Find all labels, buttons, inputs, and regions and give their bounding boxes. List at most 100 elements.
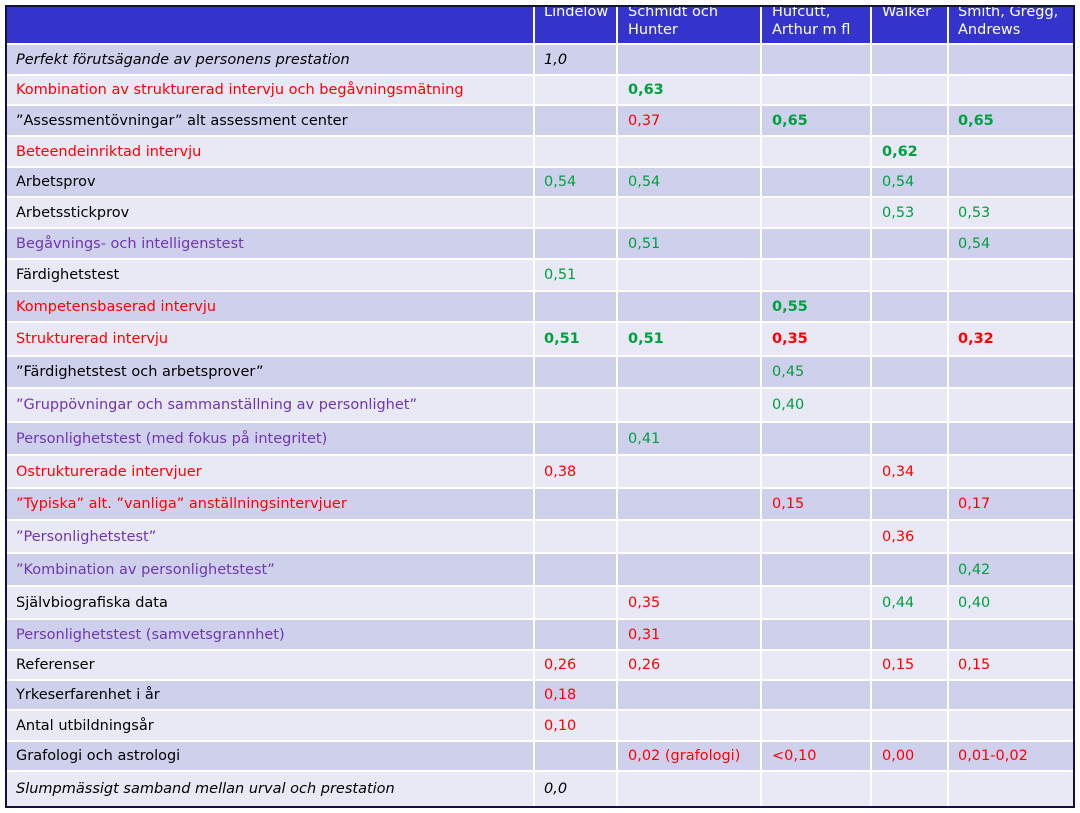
value-cell-walker bbox=[872, 76, 947, 104]
value-cell-lindelow bbox=[535, 554, 616, 585]
value-cell-walker: 0,44 bbox=[872, 587, 947, 618]
value-cell-walker bbox=[872, 489, 947, 519]
value-cell-schmidt-hunter: 0,54 bbox=[618, 168, 760, 196]
value-cell-walker bbox=[872, 229, 947, 258]
value-cell-smith-gregg-andrews: 0,40 bbox=[949, 587, 1073, 618]
value-cell-smith-gregg-andrews bbox=[949, 260, 1073, 290]
value-cell-hufcutt-arthur: 0,55 bbox=[762, 292, 870, 321]
value-cell-walker bbox=[872, 681, 947, 709]
table-row: Färdighetstest 0,51 bbox=[7, 260, 1073, 290]
value-cell-walker bbox=[872, 323, 947, 355]
value-cell-hufcutt-arthur bbox=[762, 554, 870, 585]
value-cell-schmidt-hunter: 0,02 (grafologi) bbox=[618, 742, 760, 770]
value-cell-schmidt-hunter bbox=[618, 292, 760, 321]
value-cell-smith-gregg-andrews bbox=[949, 620, 1073, 649]
value-cell-hufcutt-arthur bbox=[762, 423, 870, 454]
value-cell-hufcutt-arthur bbox=[762, 198, 870, 227]
value-cell-walker bbox=[872, 554, 947, 585]
value-cell-schmidt-hunter bbox=[618, 389, 760, 421]
value-cell-hufcutt-arthur bbox=[762, 45, 870, 74]
value-cell-lindelow bbox=[535, 489, 616, 519]
value-cell-schmidt-hunter: 0,37 bbox=[618, 106, 760, 135]
value-cell-lindelow bbox=[535, 357, 616, 387]
value-cell-schmidt-hunter bbox=[618, 45, 760, 74]
method-label: Yrkeserfarenhet i år bbox=[7, 681, 533, 709]
value-cell-walker bbox=[872, 423, 947, 454]
value-cell-lindelow: 0,54 bbox=[535, 168, 616, 196]
value-cell-schmidt-hunter bbox=[618, 772, 760, 806]
value-cell-walker bbox=[872, 389, 947, 421]
table-row: ”Kombination av personlighetstest” 0,42 bbox=[7, 554, 1073, 585]
value-cell-smith-gregg-andrews bbox=[949, 168, 1073, 196]
method-label: Referenser bbox=[7, 651, 533, 679]
header-label-smith-gregg-andrews: Smith, Gregg, Andrews bbox=[958, 7, 1059, 38]
value-cell-lindelow: 0,51 bbox=[535, 323, 616, 355]
table-row: Begåvnings- och intelligenstest 0,51 0,54 bbox=[7, 229, 1073, 258]
table-row: Kompetensbaserad intervju 0,55 bbox=[7, 292, 1073, 321]
value-cell-lindelow bbox=[535, 137, 616, 166]
value-cell-walker: 0,53 bbox=[872, 198, 947, 227]
value-cell-smith-gregg-andrews bbox=[949, 292, 1073, 321]
method-label: Personlighetstest (samvetsgrannhet) bbox=[7, 620, 533, 649]
value-cell-schmidt-hunter bbox=[618, 711, 760, 740]
method-label: Arbetsstickprov bbox=[7, 198, 533, 227]
value-cell-hufcutt-arthur bbox=[762, 772, 870, 806]
value-cell-smith-gregg-andrews bbox=[949, 423, 1073, 454]
value-cell-schmidt-hunter bbox=[618, 357, 760, 387]
value-cell-smith-gregg-andrews bbox=[949, 711, 1073, 740]
table-row: Slumpmässigt samband mellan urval och pr… bbox=[7, 772, 1073, 806]
method-label: Arbetsprov bbox=[7, 168, 533, 196]
value-cell-lindelow bbox=[535, 620, 616, 649]
value-cell-hufcutt-arthur bbox=[762, 651, 870, 679]
value-cell-walker bbox=[872, 45, 947, 74]
value-cell-smith-gregg-andrews: 0,17 bbox=[949, 489, 1073, 519]
value-cell-schmidt-hunter bbox=[618, 198, 760, 227]
header-row: Lindelow Schmidt och Hunter Hufcutt, Art… bbox=[7, 7, 1073, 43]
table-row: Yrkeserfarenhet i år 0,18 bbox=[7, 681, 1073, 709]
method-label: Kombination av strukturerad intervju och… bbox=[7, 76, 533, 104]
value-cell-hufcutt-arthur bbox=[762, 620, 870, 649]
value-cell-schmidt-hunter: 0,31 bbox=[618, 620, 760, 649]
value-cell-schmidt-hunter: 0,51 bbox=[618, 229, 760, 258]
value-cell-hufcutt-arthur: 0,65 bbox=[762, 106, 870, 135]
value-cell-smith-gregg-andrews bbox=[949, 681, 1073, 709]
value-cell-lindelow bbox=[535, 742, 616, 770]
method-label: Grafologi och astrologi bbox=[7, 742, 533, 770]
method-label: ”Assessmentövningar” alt assessment cent… bbox=[7, 106, 533, 135]
value-cell-smith-gregg-andrews bbox=[949, 456, 1073, 487]
value-cell-lindelow bbox=[535, 587, 616, 618]
table-row: Kombination av strukturerad intervju och… bbox=[7, 76, 1073, 104]
table-row: Strukturerad intervju 0,51 0,51 0,35 0,32 bbox=[7, 323, 1073, 355]
table-row: ”Typiska” alt. ”vanliga” anställningsint… bbox=[7, 489, 1073, 519]
method-label: ”Kombination av personlighetstest” bbox=[7, 554, 533, 585]
value-cell-lindelow: 1,0 bbox=[535, 45, 616, 74]
value-cell-walker bbox=[872, 711, 947, 740]
value-cell-lindelow bbox=[535, 292, 616, 321]
value-cell-schmidt-hunter: 0,63 bbox=[618, 76, 760, 104]
method-label: ”Färdighetstest och arbetsprover” bbox=[7, 357, 533, 387]
method-label: Personlighetstest (med fokus på integrit… bbox=[7, 423, 533, 454]
value-cell-hufcutt-arthur bbox=[762, 229, 870, 258]
value-cell-hufcutt-arthur bbox=[762, 711, 870, 740]
method-label: ”Gruppövningar och sammanställning av pe… bbox=[7, 389, 533, 421]
value-cell-schmidt-hunter bbox=[618, 489, 760, 519]
method-label: Färdighetstest bbox=[7, 260, 533, 290]
value-cell-smith-gregg-andrews: 0,42 bbox=[949, 554, 1073, 585]
value-cell-hufcutt-arthur: 0,15 bbox=[762, 489, 870, 519]
header-label-hufcutt-arthur: Hufcutt, Arthur m fl bbox=[772, 7, 851, 38]
header-label-lindelow: Lindelow bbox=[544, 7, 609, 20]
value-cell-smith-gregg-andrews bbox=[949, 389, 1073, 421]
value-cell-smith-gregg-andrews bbox=[949, 137, 1073, 166]
value-cell-lindelow: 0,26 bbox=[535, 651, 616, 679]
value-cell-hufcutt-arthur: <0,10 bbox=[762, 742, 870, 770]
header-cell-schmidt-hunter: Schmidt och Hunter bbox=[618, 7, 760, 43]
value-cell-hufcutt-arthur bbox=[762, 168, 870, 196]
value-cell-hufcutt-arthur bbox=[762, 587, 870, 618]
value-cell-walker bbox=[872, 357, 947, 387]
table-body: Perfekt förutsägande av personens presta… bbox=[7, 45, 1073, 806]
value-cell-smith-gregg-andrews: 0,15 bbox=[949, 651, 1073, 679]
value-cell-walker bbox=[872, 106, 947, 135]
value-cell-walker: 0,34 bbox=[872, 456, 947, 487]
header-cell-hufcutt-arthur: Hufcutt, Arthur m fl bbox=[762, 7, 870, 43]
value-cell-smith-gregg-andrews bbox=[949, 45, 1073, 74]
